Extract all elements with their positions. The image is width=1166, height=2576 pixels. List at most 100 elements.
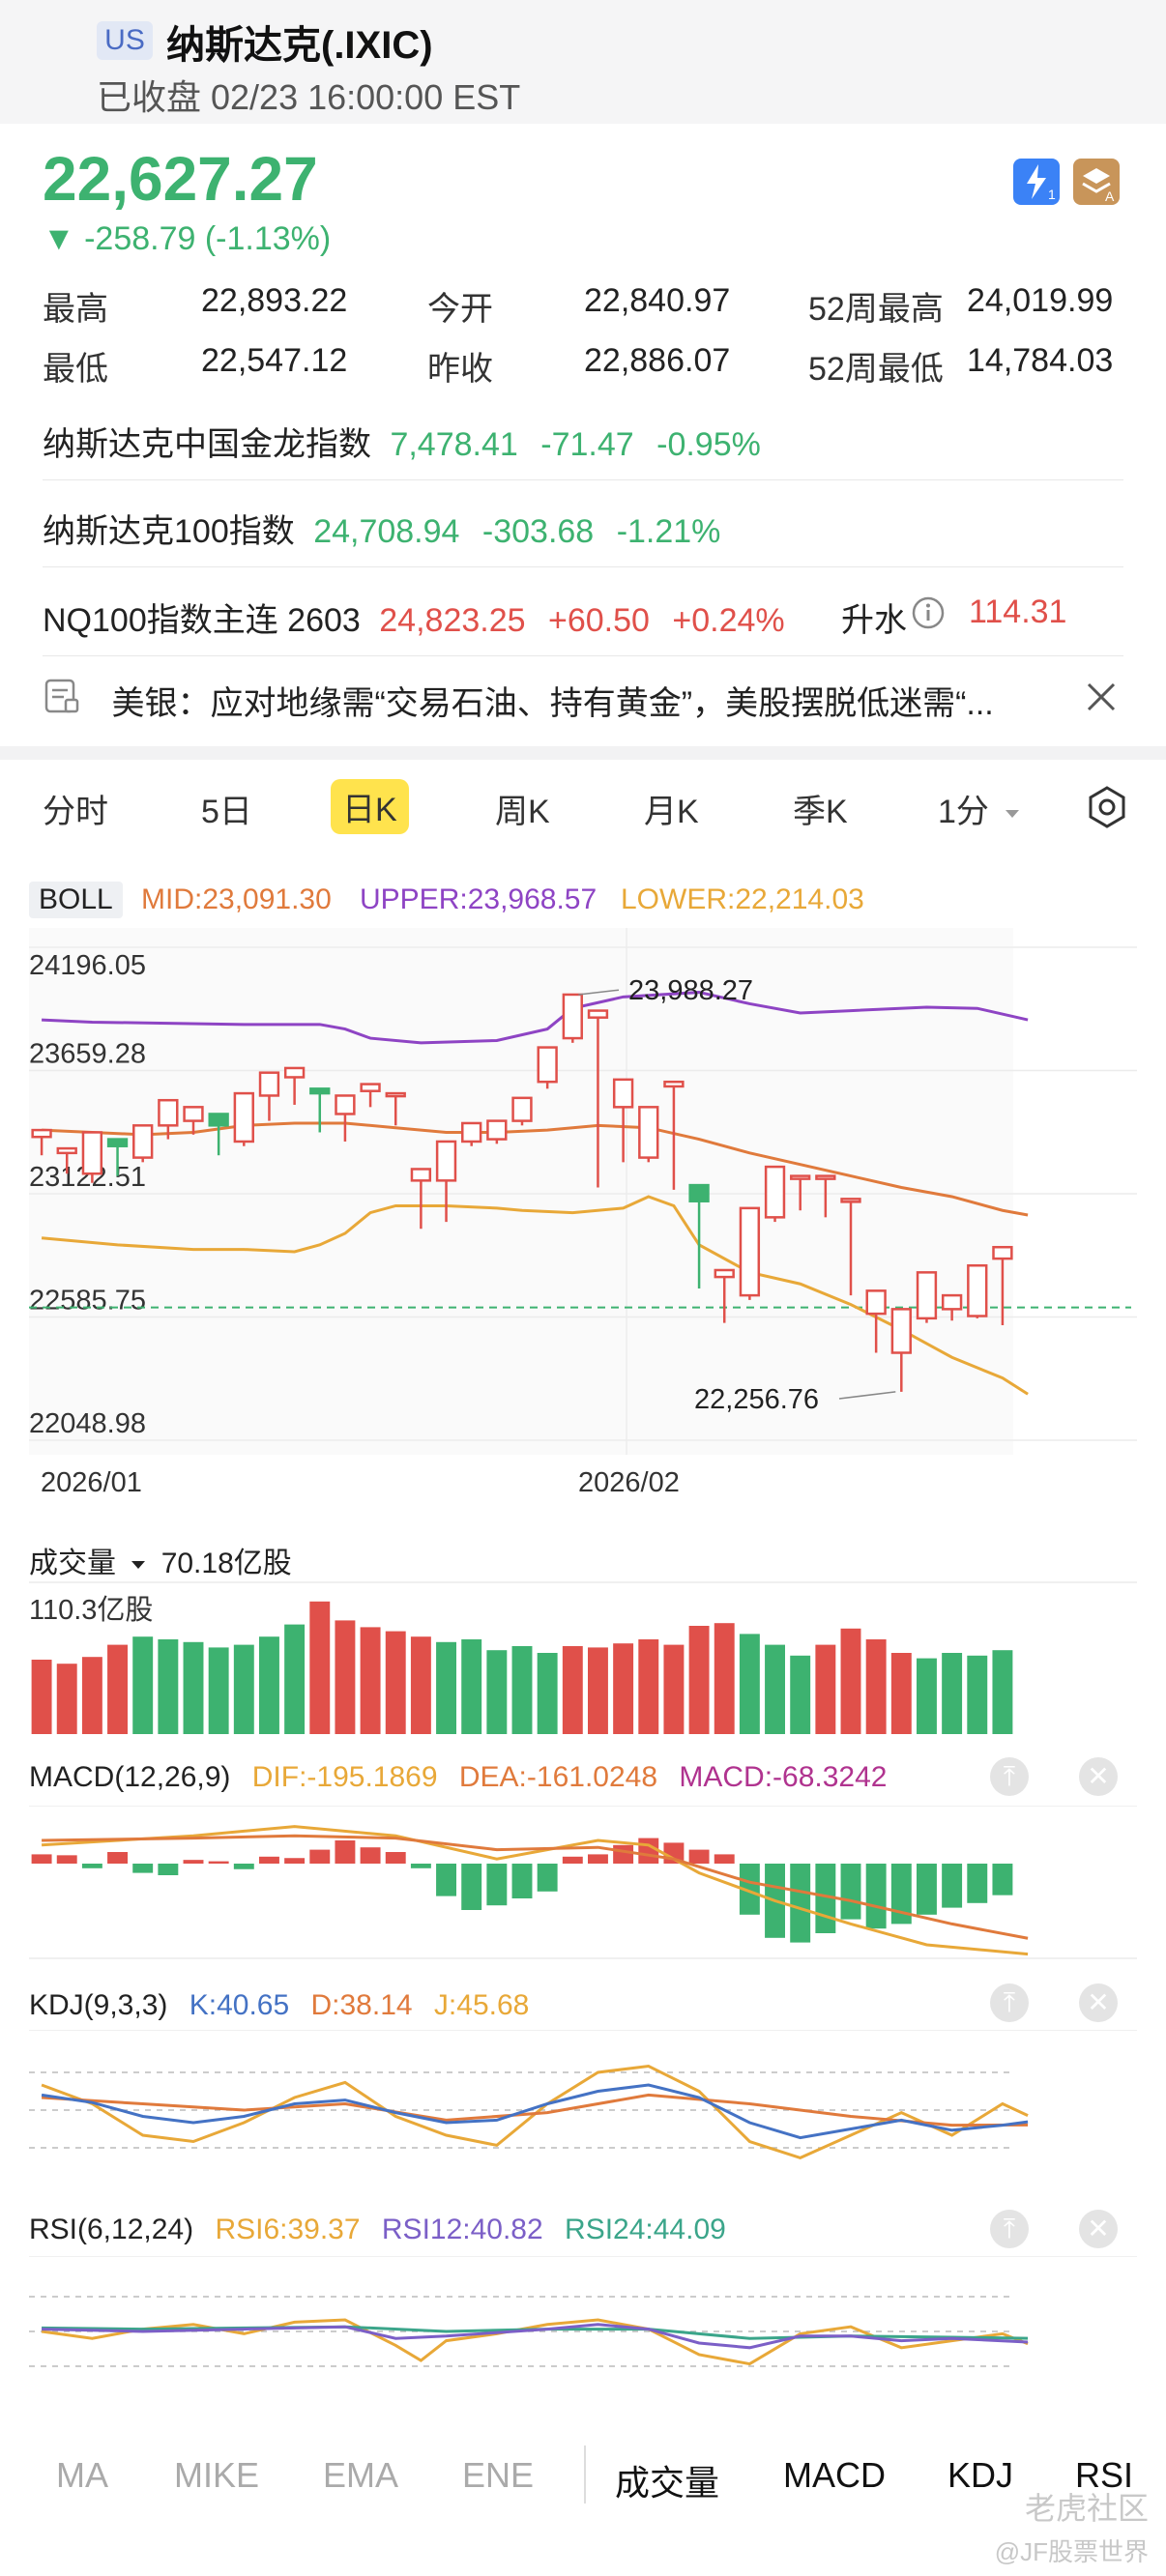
tab-intraday[interactable]: 分时 xyxy=(43,794,108,830)
index-row-golden-dragon[interactable]: 纳斯达克中国金龙指数 7,478.41 -71.47 -0.95% xyxy=(43,418,761,465)
volume-bar xyxy=(360,1627,381,1734)
volume-bar xyxy=(385,1631,406,1734)
candle-body xyxy=(486,1119,508,1141)
macd-bar xyxy=(360,1847,381,1864)
volume-bar xyxy=(840,1628,861,1734)
boll-mid-legend: MID:23,091.30 xyxy=(141,883,332,915)
info-icon[interactable] xyxy=(911,595,946,639)
candle-body xyxy=(208,1113,229,1127)
kdj-title: KDJ(9,3,3) xyxy=(29,1989,168,2021)
macd-bar xyxy=(511,1864,533,1898)
indicator-badge-boll[interactable]: BOLL xyxy=(29,882,123,918)
volume-bar xyxy=(790,1655,811,1734)
remove-icon[interactable]: ✕ xyxy=(1079,1983,1118,2022)
candle-body xyxy=(258,1071,280,1097)
pin-icon[interactable]: ⤒ xyxy=(990,1983,1029,2022)
tab-daily-k[interactable]: 日K xyxy=(331,779,409,834)
macd-bar xyxy=(865,1864,887,1929)
page-title: 纳斯达克(.IXIC) xyxy=(166,24,433,67)
boll-mid-line xyxy=(42,1121,1029,1217)
tab-quarterly-k[interactable]: 季K xyxy=(793,794,848,830)
volume-bar xyxy=(562,1646,583,1734)
rsi-legend: RSI(6,12,24) RSI6:39.37 RSI12:40.82 RSI2… xyxy=(29,2214,726,2246)
candle-body xyxy=(815,1174,836,1180)
settings-icon[interactable] xyxy=(1085,785,1129,834)
volume-bar xyxy=(890,1653,912,1734)
volume-bar xyxy=(259,1636,279,1734)
macd-bar xyxy=(81,1864,102,1868)
rsi6-line xyxy=(41,2318,1029,2366)
candle-body xyxy=(663,1080,685,1088)
tab-monthly-k[interactable]: 月K xyxy=(644,794,699,830)
stack-a-icon[interactable]: A xyxy=(1073,159,1120,205)
macd-bar xyxy=(638,1838,659,1864)
candle-body xyxy=(890,1308,912,1354)
remove-icon[interactable]: ✕ xyxy=(1079,1757,1118,1796)
news-ticker[interactable]: 美银：应对地缘需“交易石油、持有黄金”，美股摆脱低迷需“... xyxy=(43,677,1125,721)
candle-body xyxy=(511,1096,533,1122)
pin-icon[interactable]: ⤒ xyxy=(990,2210,1029,2248)
remove-icon[interactable]: ✕ xyxy=(1079,2210,1118,2248)
index-value: 24,708.94 xyxy=(313,513,460,550)
candle-body xyxy=(714,1268,735,1279)
section-separator xyxy=(0,746,1166,760)
rsi-chart xyxy=(29,2256,1137,2367)
macd-bar xyxy=(436,1864,456,1896)
volume-bar xyxy=(663,1644,685,1734)
tab-1min[interactable]: 1分 xyxy=(938,785,1021,832)
macd-bar xyxy=(132,1864,154,1873)
pin-icon[interactable]: ⤒ xyxy=(990,1757,1029,1796)
indicator-kdj[interactable]: KDJ xyxy=(947,2455,1014,2495)
macd-bar xyxy=(890,1864,912,1925)
volume-title[interactable]: 成交量 70.18亿股 xyxy=(29,1539,292,1581)
volume-bar xyxy=(511,1646,533,1734)
min-annotation: 22,256.76 xyxy=(694,1384,819,1415)
boll-lower-line xyxy=(41,1195,1029,1396)
macd-dea: DEA:-161.0248 xyxy=(458,1761,658,1793)
macd-bar xyxy=(233,1864,254,1869)
index-name: 纳斯达克100指数 xyxy=(43,513,295,550)
close-icon[interactable] xyxy=(1083,679,1120,720)
macd-legend: MACD(12,26,9) DIF:-195.1869 DEA:-161.024… xyxy=(29,1761,887,1794)
indicator-ema[interactable]: EMA xyxy=(323,2455,399,2495)
macd-value: MACD:-68.3242 xyxy=(679,1761,888,1793)
svg-text:1: 1 xyxy=(1048,187,1056,202)
divider xyxy=(584,2446,586,2504)
volume-bar xyxy=(688,1626,710,1734)
kdj-k: K:40.65 xyxy=(189,1989,290,2021)
indicator-macd[interactable]: MACD xyxy=(783,2455,886,2495)
macd-bar xyxy=(107,1852,128,1864)
index-name: 纳斯达克中国金龙指数 xyxy=(43,426,371,463)
indicator-mike[interactable]: MIKE xyxy=(174,2455,260,2495)
tab-5day[interactable]: 5日 xyxy=(201,794,252,830)
price-change: ▼ -258.79 (-1.13%) xyxy=(43,220,332,257)
indicator-ene[interactable]: ENE xyxy=(462,2455,535,2495)
candle-body xyxy=(183,1106,204,1122)
market-badge: US xyxy=(97,21,153,60)
futures-row[interactable]: NQ100指数主连 2603 24,823.25 +60.50 +0.24% 升… xyxy=(43,593,1125,641)
futures-name: NQ100指数主连 2603 xyxy=(43,602,361,639)
indicator-rsi[interactable]: RSI xyxy=(1075,2455,1134,2495)
candle-body xyxy=(612,1078,634,1109)
futures-percent: +0.24% xyxy=(672,602,785,639)
rsi-24: RSI24:44.09 xyxy=(565,2214,726,2245)
volume-bar xyxy=(942,1653,963,1734)
volume-bar xyxy=(31,1660,52,1734)
volume-bar xyxy=(486,1650,508,1734)
tab-weekly-k[interactable]: 周K xyxy=(495,794,550,830)
lightning-a-icon[interactable]: 1 xyxy=(1013,159,1060,205)
macd-bar xyxy=(31,1854,52,1864)
candle-body xyxy=(233,1091,254,1143)
candle-body xyxy=(688,1183,710,1202)
rsi12-line xyxy=(42,2323,1029,2350)
stat-high-label: 最高 xyxy=(43,291,108,328)
indicator-ma[interactable]: MA xyxy=(56,2455,108,2495)
index-row-nasdaq100[interactable]: 纳斯达克100指数 24,708.94 -303.68 -1.21% xyxy=(43,505,720,552)
candlestick-chart[interactable]: 24196.0523659.2823122.5122585.7522048.98… xyxy=(0,928,1166,1469)
volume-bar xyxy=(537,1653,558,1734)
x-tick-label: 2026/02 xyxy=(578,1467,680,1498)
indicator-volume[interactable]: 成交量 xyxy=(615,2463,720,2503)
macd-bar xyxy=(942,1864,963,1908)
stat-open-label: 今开 xyxy=(427,291,493,328)
volume-bar xyxy=(461,1639,482,1734)
